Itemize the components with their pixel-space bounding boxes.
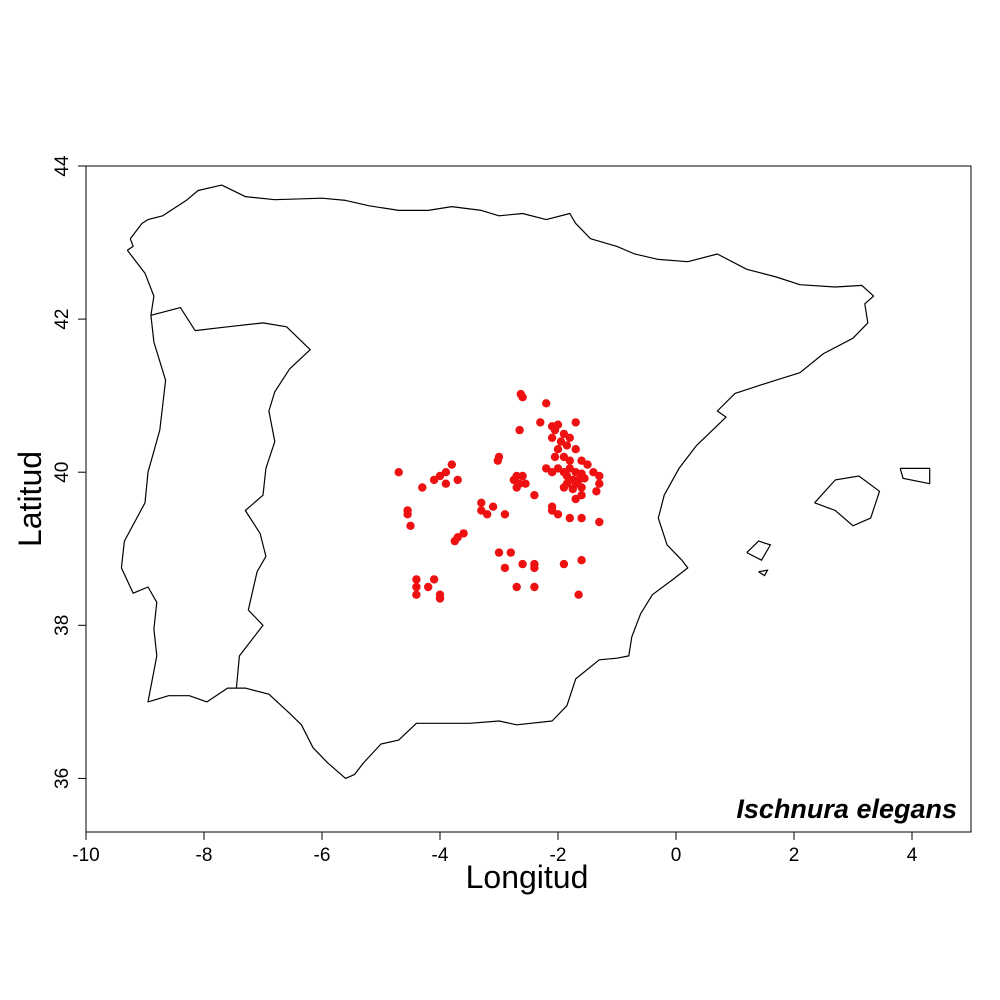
occurrence-point	[547, 433, 557, 442]
spain-portugal-border	[150, 307, 311, 689]
occurrence-point	[553, 510, 563, 519]
occurrence-point	[562, 441, 572, 450]
occurrence-point	[559, 483, 569, 492]
x-tick-label: -6	[314, 845, 331, 866]
occurrence-point	[595, 479, 604, 488]
x-axis: -10 -8 -6 -4 -2 0 2 4	[72, 831, 918, 866]
y-tick-label: 40	[52, 462, 73, 483]
occurrence-point	[559, 559, 569, 569]
occurrence-point	[592, 487, 601, 496]
x-tick-label: -4	[432, 845, 449, 866]
x-axis-title: Longitud	[466, 859, 589, 895]
occurrence-point	[500, 510, 510, 519]
y-tick-label: 44	[52, 155, 73, 177]
island-outline-2	[746, 540, 772, 561]
occurrence-point	[518, 559, 527, 569]
occurrence-point	[429, 475, 439, 485]
occurrence-point	[424, 582, 433, 592]
occurrence-point	[447, 460, 456, 469]
occurrence-point	[412, 575, 421, 584]
occurrence-point	[571, 418, 580, 427]
occurrence-point	[418, 483, 427, 492]
occurrence-point	[435, 471, 445, 481]
island-outline-0	[814, 475, 881, 527]
y-axis-title: Latitud	[12, 451, 48, 547]
occurrence-point	[562, 471, 572, 481]
occurrence-point	[553, 445, 563, 454]
occurrence-point	[412, 582, 421, 592]
occurrence-point	[565, 456, 574, 465]
occurrence-point	[580, 474, 589, 483]
occurrence-point	[435, 594, 445, 603]
occurrence-point	[530, 491, 539, 500]
occurrence-point	[403, 510, 412, 519]
occurrence-point	[406, 521, 415, 530]
occurrence-point	[550, 425, 560, 435]
occurrence-points	[394, 389, 604, 603]
occurrence-point	[459, 529, 468, 538]
occurrence-point	[550, 452, 560, 462]
occurrence-point	[441, 479, 451, 488]
occurrence-point	[536, 418, 545, 427]
iberia-coastline	[120, 184, 875, 780]
occurrence-point	[518, 393, 527, 402]
x-tick-label: -10	[72, 845, 99, 866]
occurrence-point	[571, 494, 580, 504]
x-tick-label: -8	[196, 845, 213, 866]
x-tick-label: 0	[671, 845, 682, 866]
occurrence-point	[477, 498, 486, 507]
x-tick-label: -2	[550, 845, 567, 866]
occurrence-point	[571, 445, 580, 454]
occurrence-point	[512, 483, 521, 492]
occurrence-point	[595, 517, 604, 527]
occurrence-point	[521, 479, 530, 488]
occurrence-point	[559, 429, 569, 439]
occurrence-point	[493, 456, 502, 465]
occurrence-point	[583, 460, 592, 469]
species-label: Ischnura elegans	[736, 794, 957, 824]
occurrence-point	[483, 510, 492, 519]
occurrence-point	[577, 556, 586, 565]
occurrence-point	[488, 502, 498, 511]
occurrence-point	[530, 582, 539, 592]
occurrence-point	[565, 433, 574, 442]
occurrence-point	[530, 563, 539, 573]
occurrence-point	[429, 575, 439, 584]
y-tick-label: 38	[52, 615, 73, 636]
x-tick-label: 2	[789, 845, 800, 866]
occurrence-point	[518, 471, 527, 481]
occurrence-point	[500, 563, 510, 573]
occurrence-point	[394, 468, 403, 477]
occurrence-point	[506, 548, 515, 557]
occurrence-point	[453, 475, 462, 485]
map-layer	[120, 184, 931, 780]
occurrence-point	[450, 536, 459, 546]
occurrence-point	[577, 483, 586, 492]
occurrence-point	[542, 399, 551, 408]
occurrence-point	[577, 456, 586, 465]
occurrence-point	[574, 590, 583, 599]
x-tick-label: 4	[907, 845, 918, 866]
occurrence-point	[568, 484, 577, 494]
y-tick-label: 42	[52, 309, 73, 330]
occurrence-point	[494, 548, 504, 557]
occurrence-point	[515, 425, 524, 435]
occurrence-point	[547, 468, 557, 477]
y-axis: 36 38 40 42 44	[52, 155, 87, 789]
y-tick-label: 36	[52, 768, 73, 789]
occurrence-point	[577, 513, 586, 523]
occurrence-point	[595, 471, 604, 481]
island-outline-3	[758, 569, 769, 577]
occurrence-point	[512, 582, 521, 592]
occurrence-point	[412, 590, 421, 599]
island-outline-1	[899, 467, 931, 485]
occurrence-point	[565, 513, 574, 523]
